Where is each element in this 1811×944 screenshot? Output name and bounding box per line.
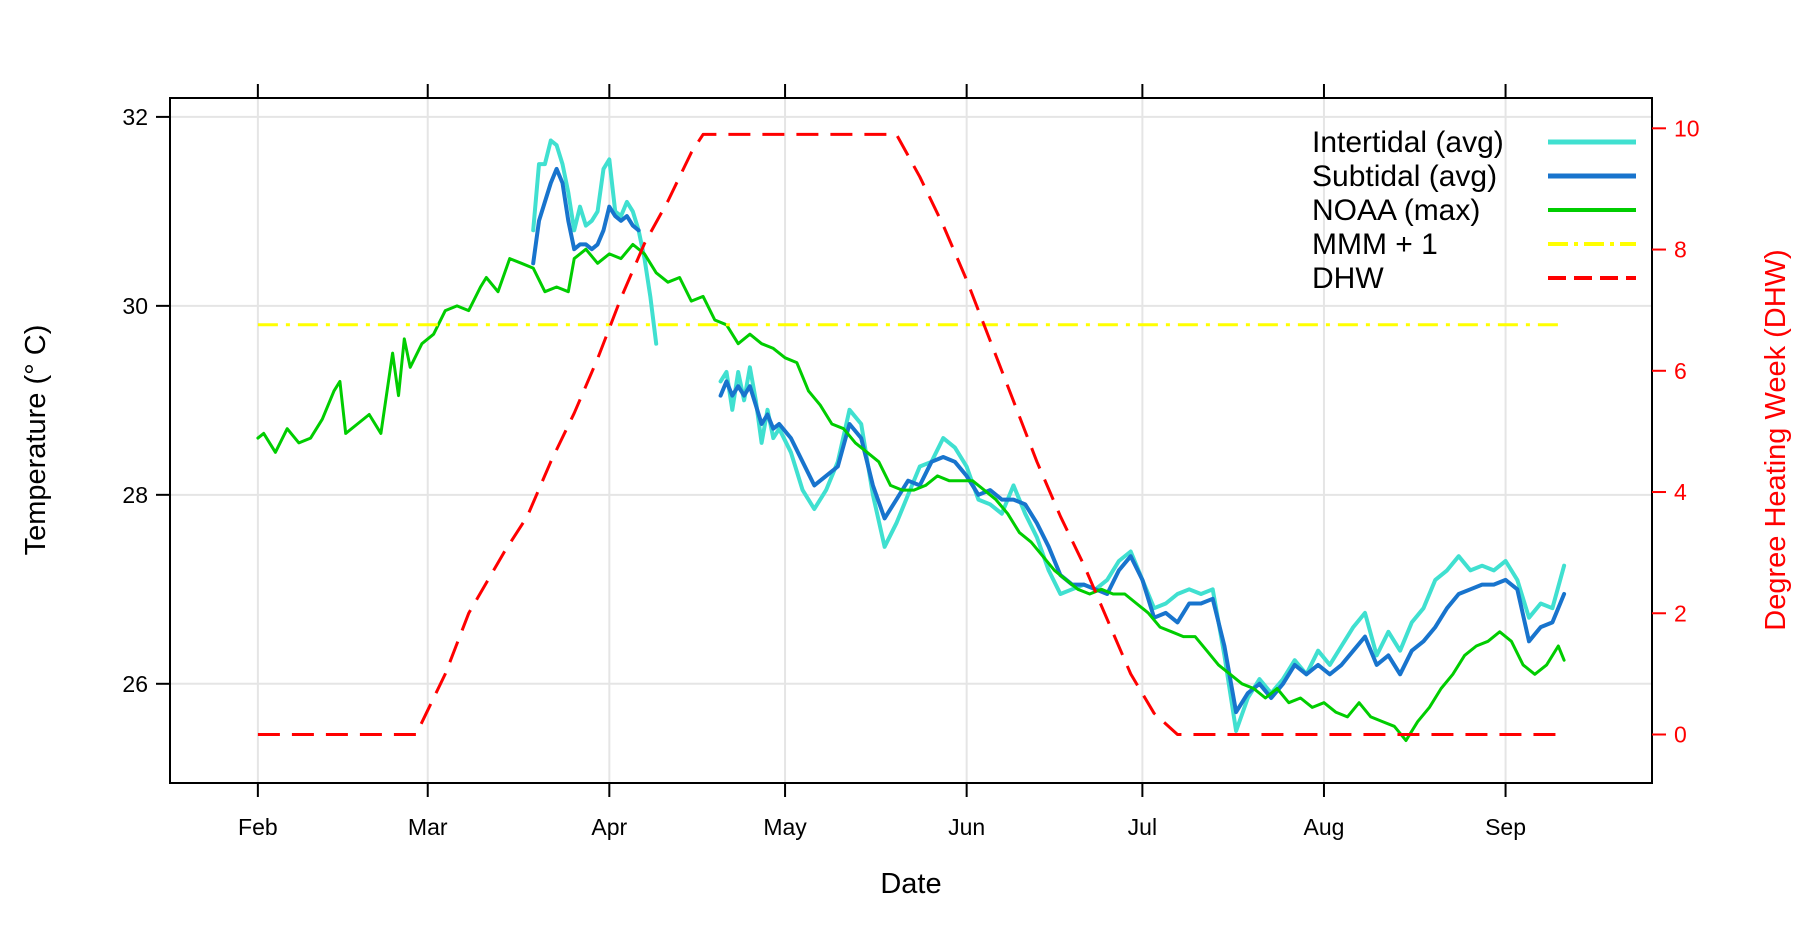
series-line-intertidal — [531, 138, 659, 346]
y-right-tick-label: 6 — [1674, 358, 1687, 384]
series-line-subtidal — [718, 379, 1567, 715]
plot-frame — [169, 97, 1653, 784]
x-axis-title: Date — [880, 868, 941, 900]
x-tick-label: Jun — [948, 814, 985, 840]
x-tick-label: May — [763, 814, 807, 840]
y-left-tick-label: 28 — [122, 482, 148, 508]
legend-label-subtidal: Subtidal (avg) — [1312, 160, 1497, 193]
series-line-dhw — [257, 132, 1565, 736]
y-right-tick-label: 8 — [1674, 237, 1687, 263]
y-axis-right-title: Degree Heating Week (DHW) — [1760, 249, 1792, 630]
y-left-tick-label: 32 — [122, 104, 148, 130]
x-tick-label: Feb — [238, 814, 278, 840]
legend-label-intertidal: Intertidal (avg) — [1312, 126, 1504, 159]
y-axis-left-title: Temperature (° C) — [20, 325, 52, 556]
legend-label-noaa: NOAA (max) — [1312, 194, 1480, 227]
y-right-tick-label: 2 — [1674, 600, 1687, 626]
y-right-tick-label: 10 — [1674, 115, 1700, 141]
y-left-tick-label: 26 — [122, 671, 148, 697]
x-tick-label: Aug — [1303, 814, 1344, 840]
x-tick-label: Apr — [591, 814, 627, 840]
x-tick-label: Mar — [408, 814, 448, 840]
series-line-intertidal — [718, 365, 1567, 733]
legend: Intertidal (avg)Subtidal (avg)NOAA (max)… — [1312, 126, 1636, 295]
series-lines — [256, 132, 1567, 742]
legend-label-mmm: MMM + 1 — [1312, 228, 1438, 261]
series-line-subtidal — [531, 166, 641, 266]
x-tick-label: Jul — [1128, 814, 1157, 840]
y-left-tick-label: 30 — [122, 293, 148, 319]
y-right-tick-label: 0 — [1674, 722, 1687, 748]
series-line-noaa — [256, 242, 1566, 742]
axis-ticks: Feb Mar Apr May Jun Jul Aug Sep 26 28 30 32 0 2 4 6 8 10 — [122, 84, 1700, 840]
x-tick-label: Sep — [1485, 814, 1526, 840]
y-right-tick-label: 4 — [1674, 479, 1687, 505]
legend-label-dhw: DHW — [1312, 262, 1384, 295]
